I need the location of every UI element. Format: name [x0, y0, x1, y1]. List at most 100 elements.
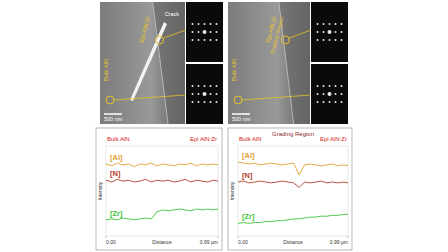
lines [238, 162, 348, 223]
spot [317, 85, 319, 87]
spot [329, 23, 331, 25]
x-tick-label: 0.00 [238, 239, 248, 245]
spot [216, 31, 218, 33]
crack [130, 22, 167, 101]
label-patch [241, 151, 256, 160]
epi-layer [153, 2, 185, 124]
series-line [238, 181, 348, 187]
x-tick [106, 236, 107, 238]
crack-label: Crack [165, 11, 180, 17]
series-label: [Zr] [110, 209, 123, 218]
diffraction-pattern [186, 64, 223, 124]
scale-bar-label: 500 nm [232, 116, 251, 122]
spot [329, 85, 331, 87]
chart-frame [228, 128, 352, 250]
spot [323, 39, 325, 41]
spot [329, 39, 331, 41]
series-line [238, 162, 348, 175]
tem-panel: Bulk AlNEpi AlN:ZrCrack500 nm [100, 2, 223, 124]
spot [198, 23, 200, 25]
pointer [289, 30, 311, 38]
spot [192, 23, 194, 25]
spot [204, 23, 206, 25]
spot [204, 85, 206, 87]
series-label: [Al] [242, 151, 255, 160]
series-line [106, 209, 218, 220]
lines [106, 163, 218, 220]
spot [198, 39, 200, 41]
label-patch [109, 153, 124, 162]
spot [210, 85, 212, 87]
spot [335, 85, 337, 87]
spot [335, 101, 337, 103]
spot [210, 101, 212, 103]
spot [341, 39, 343, 41]
label-patch [109, 169, 122, 178]
spot [335, 93, 337, 95]
scale-bar [232, 113, 250, 115]
spot [317, 39, 319, 41]
select-area [234, 96, 242, 104]
x-axis-title: Distance [283, 239, 303, 245]
spot [323, 101, 325, 103]
spot [323, 85, 325, 87]
spot [335, 39, 337, 41]
scale-bar-label: 500 nm [104, 116, 123, 122]
spot [210, 31, 212, 33]
y-axis-title: Intensity [229, 181, 235, 200]
label-patch [241, 212, 256, 221]
spot [198, 31, 200, 33]
spot [323, 23, 325, 25]
x-tick [348, 236, 349, 238]
x-tick-label: 0.99 µm [330, 239, 348, 245]
pointer [242, 95, 311, 100]
spot [203, 30, 207, 34]
region-annotation: Grading Region [272, 131, 314, 137]
region-annotation: Epi AlN:Zr [320, 136, 347, 142]
spot [341, 23, 343, 25]
spot [204, 101, 206, 103]
series-line [106, 179, 218, 182]
tem-image [100, 2, 185, 124]
region-label: Grading Region [269, 16, 285, 55]
diffraction-pattern [311, 64, 348, 124]
diffraction-pattern [186, 2, 223, 62]
spot [341, 101, 343, 103]
spot [192, 93, 194, 95]
spot [203, 92, 207, 96]
series-line [106, 163, 218, 167]
spot [341, 93, 343, 95]
spot [329, 101, 331, 103]
select-area [156, 36, 164, 44]
spot [198, 93, 200, 95]
spot [198, 101, 200, 103]
spot [204, 39, 206, 41]
x-tick-label: 0.99 µm [200, 239, 218, 245]
diffraction-pattern [311, 2, 348, 62]
region-label: Bulk AlN [231, 59, 237, 82]
tem-panel: Bulk AlNEpi AlN:ZrGrading Region500 nm [228, 2, 348, 124]
spot [192, 39, 194, 41]
spot [328, 92, 332, 96]
series-label: [N] [110, 169, 121, 178]
spot [328, 30, 332, 34]
plot-area [238, 146, 348, 236]
pointer [164, 30, 187, 38]
interface [153, 2, 168, 124]
select-area [106, 96, 114, 104]
spot [341, 31, 343, 33]
spot [192, 101, 194, 103]
spot [216, 23, 218, 25]
chart-frame [96, 128, 222, 250]
spot [323, 93, 325, 95]
spot [335, 31, 337, 33]
label-patch [109, 209, 124, 218]
region-annotation: Bulk AlN [107, 136, 130, 142]
spot [210, 39, 212, 41]
region-label: Epi AlN:Zr [138, 16, 151, 44]
series-label: [Al] [110, 153, 123, 162]
spot [192, 31, 194, 33]
series-label: [N] [242, 171, 253, 180]
pointer [114, 95, 186, 100]
tem-image [228, 2, 310, 124]
